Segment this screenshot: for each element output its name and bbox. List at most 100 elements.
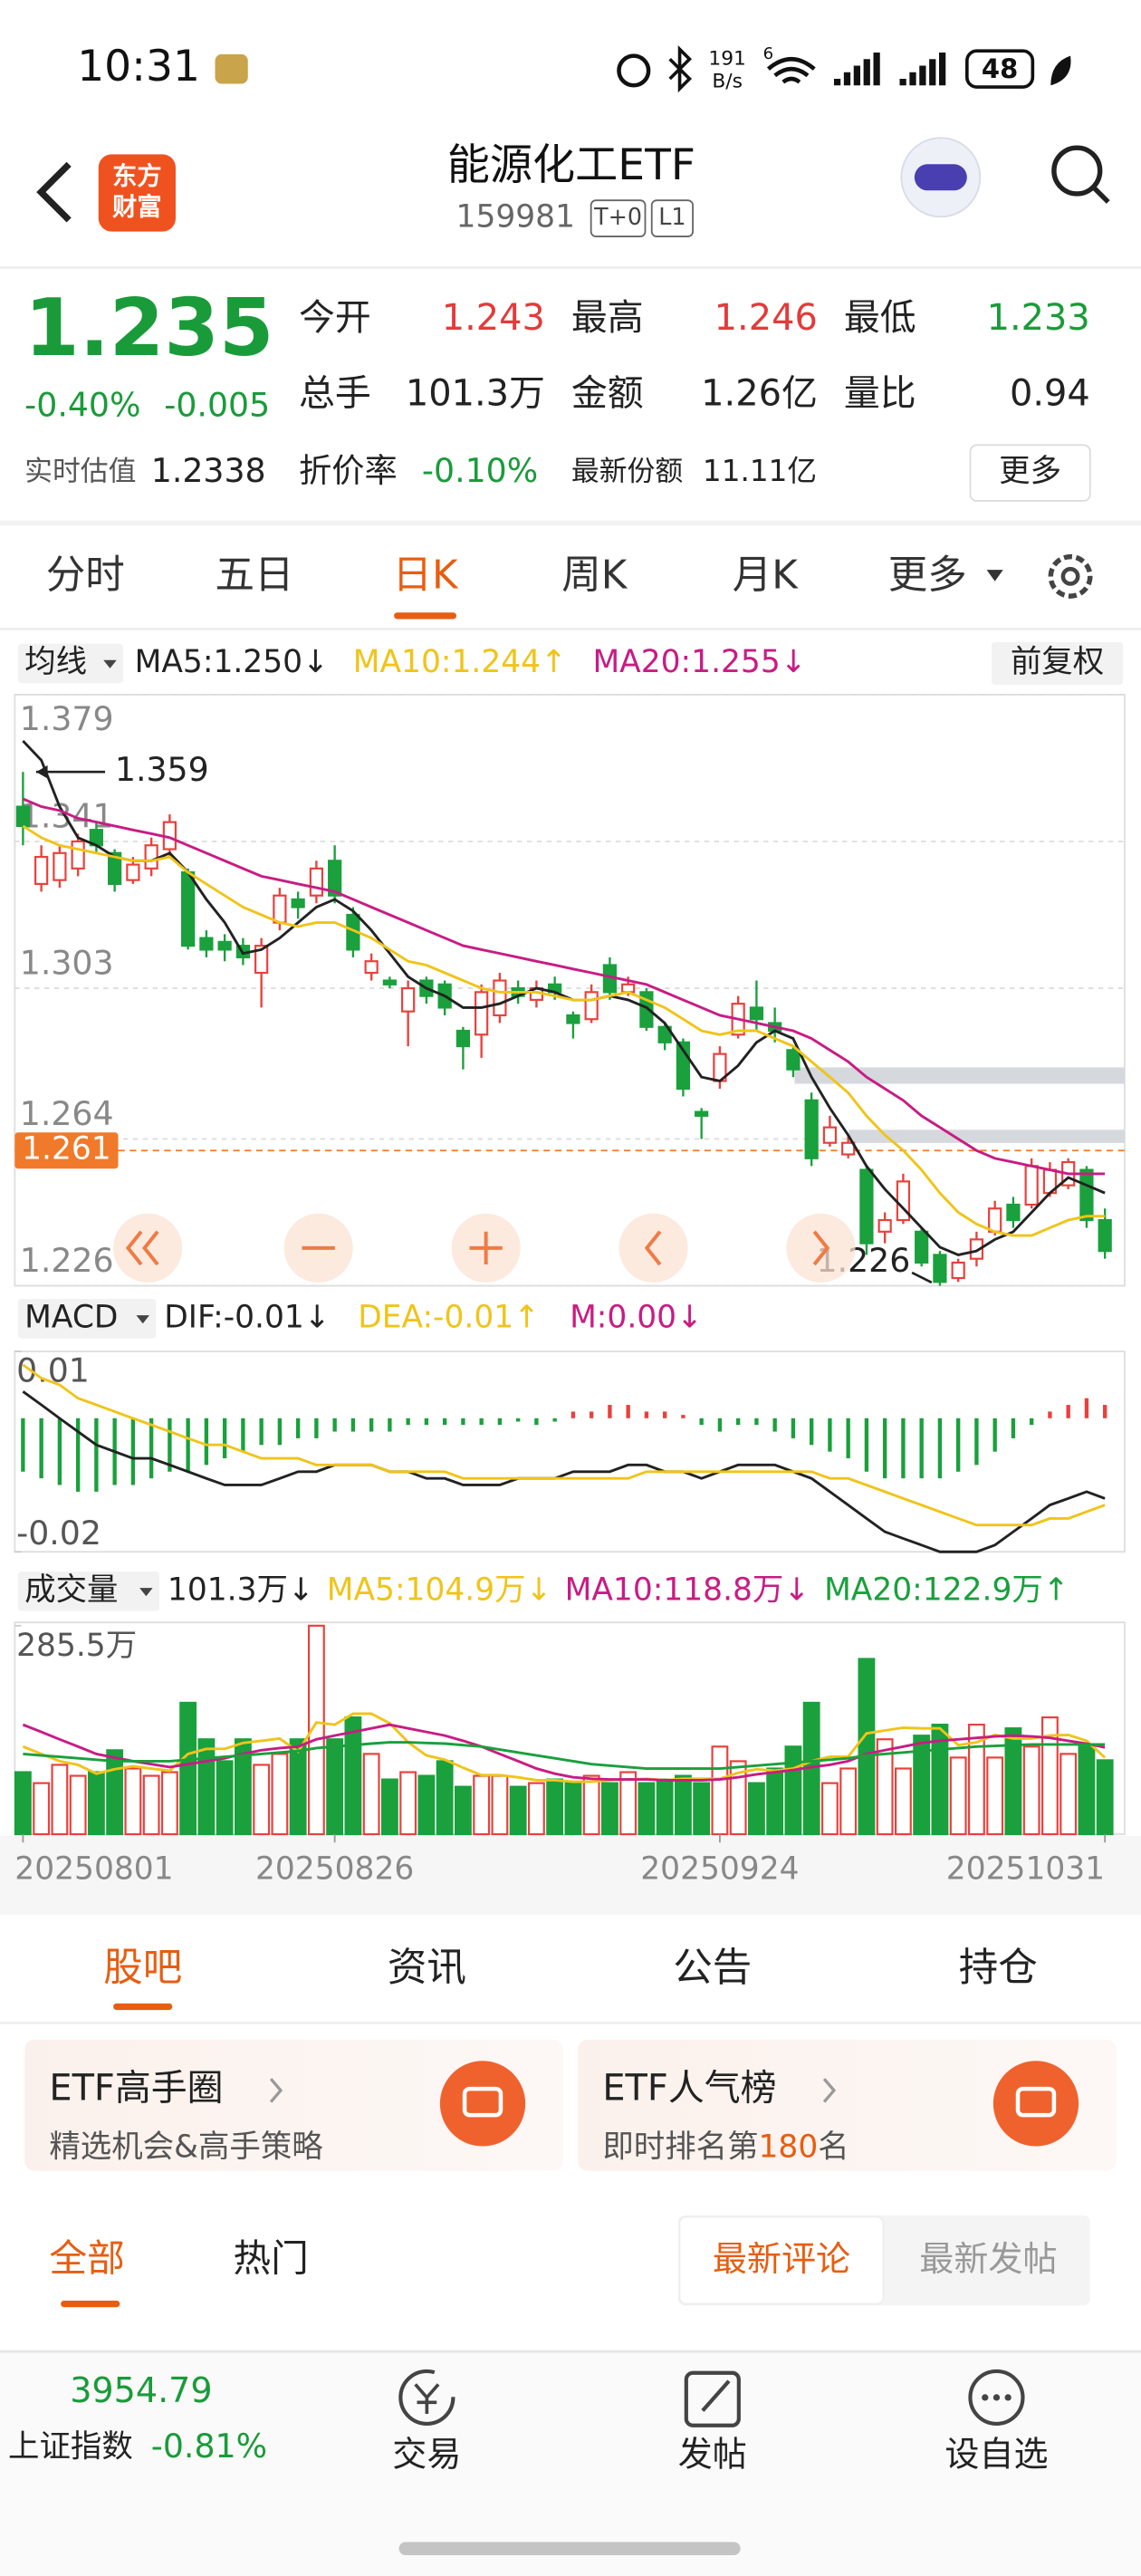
- indicator-name: 均线: [24, 644, 87, 680]
- period-tab[interactable]: 更多: [888, 553, 967, 599]
- volume-bar: [564, 1782, 582, 1836]
- more-button[interactable]: [969, 444, 1091, 502]
- price-line-tag: [14, 1132, 119, 1169]
- y-tick-label: 285.5万: [16, 1628, 137, 1664]
- volume-bar: [1022, 1745, 1040, 1836]
- signal-bar: [853, 65, 860, 86]
- candle-body: [822, 1126, 838, 1144]
- bottom-bar: [0, 2351, 1141, 2576]
- chart-control[interactable]: [113, 1213, 183, 1283]
- net-unit: B/s: [712, 71, 743, 93]
- chip-band: [794, 1067, 1125, 1084]
- period-tab[interactable]: 分时: [46, 553, 125, 599]
- candle-body: [401, 986, 416, 1013]
- indicator-name: MACD: [24, 1299, 118, 1335]
- volume-bar: [14, 1771, 32, 1836]
- badge: [590, 199, 647, 237]
- volume-bar: [1040, 1716, 1059, 1836]
- post-glyph: [701, 2379, 731, 2412]
- candle-body: [841, 1141, 856, 1156]
- badge-text: L1: [658, 203, 686, 230]
- filter-tab[interactable]: 全部: [49, 2235, 124, 2280]
- candle-body: [969, 1238, 984, 1260]
- feature-card[interactable]: [578, 2039, 1117, 2171]
- logo-text: 东方: [112, 161, 161, 190]
- volume-bar: [839, 1767, 858, 1836]
- annotation-arrow: [911, 1271, 933, 1284]
- filter-tab[interactable]: 热门: [233, 2235, 308, 2280]
- signal-bar: [873, 53, 880, 86]
- volume-bar: [454, 1785, 472, 1836]
- nav-item[interactable]: 交易: [392, 2435, 461, 2475]
- y-tick-label: 1.303: [20, 944, 114, 983]
- change: -0.005: [164, 386, 270, 425]
- volume-bar: [124, 1767, 142, 1836]
- chevron: [822, 2078, 837, 2103]
- feature-card[interactable]: [24, 2039, 563, 2171]
- app-icon: [215, 53, 248, 84]
- indicator-selector[interactable]: [17, 643, 123, 684]
- sort-option[interactable]: 最新发帖: [919, 2239, 1057, 2279]
- volume-bar: [527, 1782, 545, 1836]
- chart-control[interactable]: [786, 1213, 856, 1283]
- chart-control[interactable]: [618, 1213, 688, 1283]
- period-tab[interactable]: 五日: [216, 553, 294, 599]
- network-type: 6: [763, 44, 774, 63]
- badge-text: T+0: [593, 203, 642, 230]
- community-tab[interactable]: 持仓: [959, 1946, 1038, 1991]
- indicator-selector[interactable]: [17, 1299, 157, 1339]
- leaf-icon: [1050, 55, 1071, 86]
- volume-bar: [820, 1782, 839, 1836]
- volume-bar: [1096, 1759, 1114, 1836]
- volume-ma-line: [22, 1712, 1107, 1783]
- community-tab[interactable]: 股吧: [103, 1946, 182, 1991]
- volume-bar: [784, 1745, 802, 1836]
- chevron: [269, 2078, 283, 2103]
- watch-dot: [982, 2394, 989, 2401]
- candle-body: [199, 937, 214, 951]
- legend-item: MA5:1.250↓: [135, 644, 329, 680]
- candle-body: [951, 1261, 965, 1280]
- shares-value: 11.11亿: [703, 454, 817, 488]
- y-tick-label: 1.226: [20, 1241, 114, 1280]
- volume-bar: [179, 1701, 197, 1836]
- settings-icon[interactable]: [1048, 553, 1093, 599]
- signal-bar: [929, 59, 936, 86]
- card-icon: [992, 2061, 1079, 2147]
- ma-line: [22, 824, 1106, 1237]
- dropdown-arrow: [986, 570, 1003, 582]
- back-button[interactable]: [36, 161, 72, 223]
- sort-option[interactable]: 最新评论: [713, 2239, 850, 2279]
- y-tick-label: 0.01: [16, 1351, 90, 1390]
- sort-active[interactable]: [678, 2216, 885, 2305]
- card-title: ETF人气榜: [602, 2067, 776, 2109]
- card-icon: [439, 2061, 526, 2147]
- adjust-button[interactable]: [992, 641, 1124, 686]
- volume-bar: [69, 1774, 87, 1836]
- volume-bar: [582, 1774, 600, 1836]
- legend-item: MA20:122.9万↑: [824, 1572, 1069, 1608]
- volume-bar: [674, 1774, 692, 1836]
- volume-ma-line: [23, 1741, 1106, 1771]
- shares-label: 最新份额: [571, 456, 683, 488]
- indicator-selector[interactable]: [17, 1572, 159, 1611]
- period-tab[interactable]: 周K: [561, 553, 628, 599]
- bluetooth-icon: [668, 45, 693, 93]
- candle-body: [657, 1025, 672, 1043]
- period-tab[interactable]: 日K: [393, 553, 459, 599]
- battery-level: 48: [982, 53, 1018, 84]
- candle-body: [181, 871, 196, 947]
- candle-body: [71, 840, 85, 870]
- nav-item[interactable]: 发帖: [678, 2435, 747, 2475]
- candle-body: [1024, 1165, 1039, 1206]
- signal-bar: [863, 59, 870, 86]
- search-icon[interactable]: [1051, 145, 1103, 197]
- app-logo: [98, 154, 176, 232]
- community-tab[interactable]: 公告: [673, 1946, 752, 1991]
- nav-item[interactable]: 设自选: [944, 2435, 1048, 2475]
- community-tab[interactable]: 资讯: [388, 1946, 466, 1991]
- volume-bar: [307, 1624, 325, 1836]
- period-tab[interactable]: 月K: [733, 553, 799, 599]
- volume-bar: [747, 1782, 765, 1836]
- price-line-label: 1.261: [22, 1131, 111, 1168]
